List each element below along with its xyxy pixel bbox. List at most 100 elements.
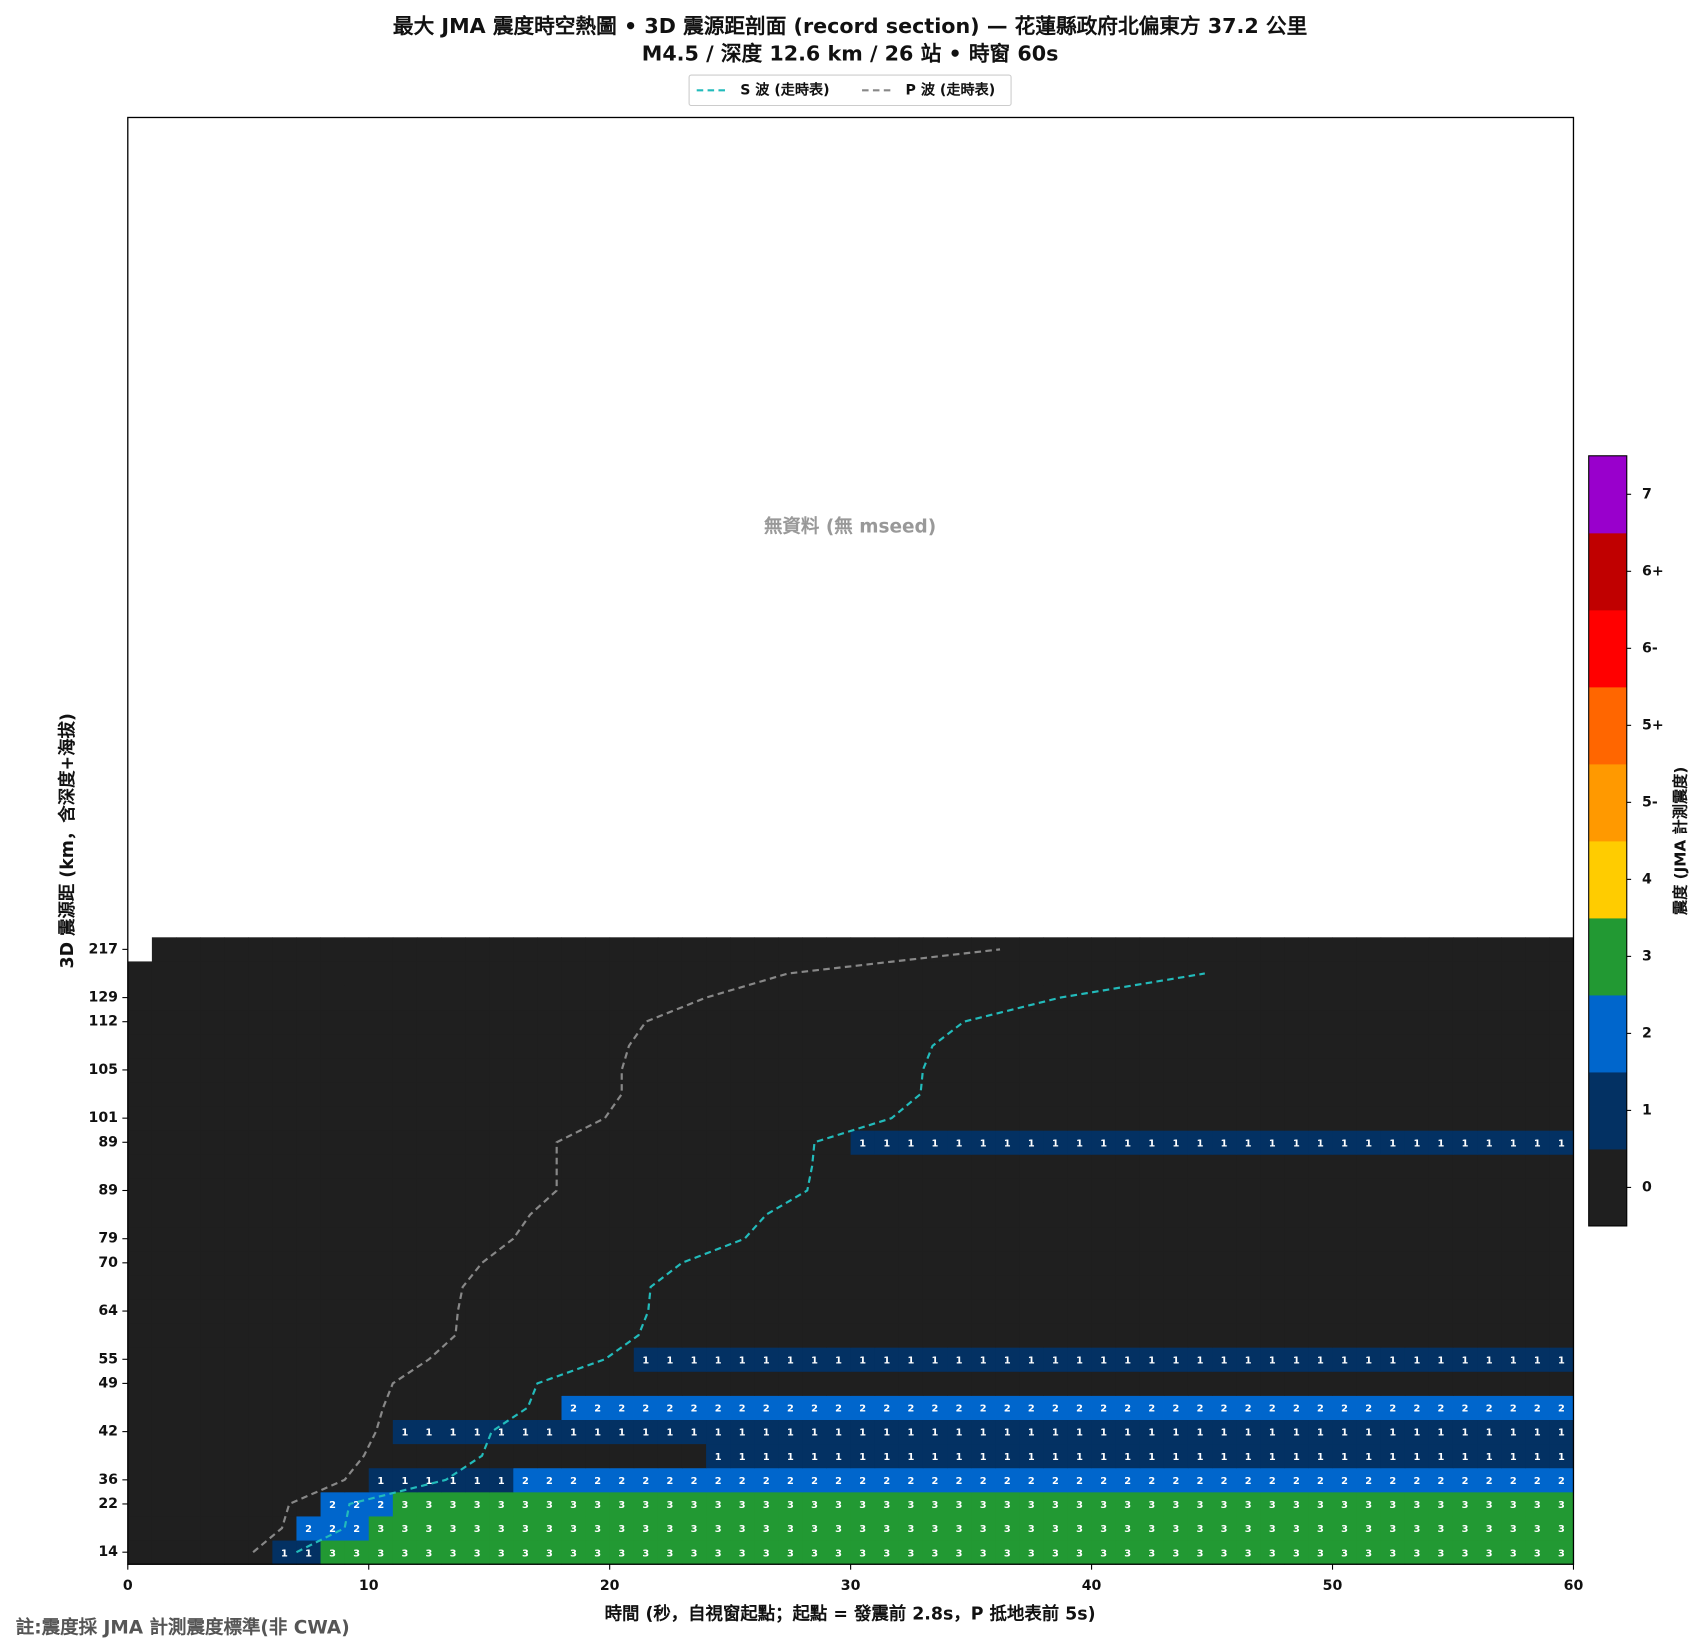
- heat-cell: [754, 1009, 779, 1035]
- heat-cell: [1332, 1371, 1358, 1396]
- cell-label: 3: [1510, 1500, 1517, 1511]
- heat-cell: [947, 1202, 972, 1228]
- heat-cell: [1308, 1033, 1333, 1059]
- heat-cell: [995, 1323, 1020, 1348]
- heat-cell: [344, 1202, 370, 1228]
- cell-label: 3: [1197, 1500, 1204, 1511]
- heat-cell: [224, 1540, 249, 1565]
- heat-cell: [368, 1033, 394, 1059]
- cell-label: 3: [1124, 1500, 1131, 1511]
- heat-cell: [1477, 1250, 1502, 1276]
- heat-cell: [296, 961, 321, 986]
- cell-label: 3: [450, 1524, 457, 1535]
- heat-cell: [441, 1395, 466, 1420]
- heat-cell: [489, 1033, 514, 1059]
- heat-cell: [585, 937, 611, 962]
- heat-cell: [1091, 1347, 1117, 1372]
- heat-cell: [1284, 1274, 1309, 1300]
- cell-label: 2: [1317, 1476, 1324, 1487]
- heat-cell: [1404, 1395, 1430, 1420]
- heat-cell: [850, 1323, 876, 1348]
- cell-label: 1: [691, 1428, 698, 1439]
- heat-cell: [995, 1033, 1020, 1059]
- heat-cell: [1067, 937, 1093, 962]
- heat-cell: [609, 1274, 635, 1300]
- cell-label: 2: [1558, 1404, 1565, 1415]
- heat-cell: [561, 1250, 587, 1276]
- heat-cell: [657, 1443, 683, 1469]
- cell-label: 1: [1124, 1138, 1131, 1149]
- heat-cell: [392, 937, 418, 962]
- cell-label: 1: [1486, 1138, 1493, 1149]
- cell-label: 1: [1076, 1452, 1083, 1463]
- heat-cell: [609, 1226, 635, 1252]
- heat-cell: [1091, 1371, 1117, 1396]
- heat-cell: [127, 1540, 153, 1565]
- heat-cell: [947, 1516, 972, 1541]
- heat-cell: [416, 1130, 442, 1155]
- heat-cell: [224, 937, 249, 962]
- heat-cell: [1549, 1178, 1574, 1203]
- heat-cell: [1428, 961, 1454, 986]
- heat-cell: [1163, 1033, 1189, 1059]
- heat-cell: [248, 1057, 273, 1083]
- cell-label: 3: [1148, 1524, 1155, 1535]
- heat-cell: [151, 1299, 177, 1324]
- heat-cell: [971, 1347, 996, 1372]
- heat-cell: [1019, 1516, 1044, 1541]
- heat-cell: [1163, 1516, 1189, 1541]
- heat-cell: [1501, 1202, 1526, 1228]
- heat-cell: [1428, 1033, 1454, 1059]
- heat-cell: [248, 1009, 273, 1035]
- heat-cell: [513, 937, 538, 962]
- heat-cell: [1308, 961, 1333, 986]
- cell-label: 1: [956, 1452, 963, 1463]
- heat-cell: [1163, 1250, 1189, 1276]
- heat-cell: [922, 1395, 948, 1420]
- heat-cell: [1187, 1491, 1213, 1517]
- heat-cell: [1212, 1202, 1237, 1228]
- heat-cell: [1356, 1274, 1382, 1300]
- heat-cell: [1091, 937, 1117, 962]
- x-axis-label: 時間 (秒，自視窗起點；起點 = 發震前 2.8s，P 抵地表前 5s): [605, 1603, 1096, 1624]
- heat-cell: [1428, 1178, 1454, 1203]
- heat-cell: [1284, 1419, 1309, 1445]
- heat-cell: [1067, 1443, 1093, 1469]
- heat-cell: [947, 1178, 972, 1203]
- heat-cell: [754, 1491, 779, 1517]
- heat-cell: [513, 1516, 538, 1541]
- heat-cell: [1163, 1009, 1189, 1035]
- heat-cell: [1019, 1226, 1044, 1252]
- heat-cell: [1187, 1226, 1213, 1252]
- heat-cell: [1284, 1178, 1309, 1203]
- heat-cell: [1380, 1274, 1406, 1300]
- heat-cell: [1091, 1130, 1117, 1155]
- heat-cell: [947, 1154, 972, 1179]
- heat-cell: [922, 1371, 948, 1396]
- heat-cell: [1115, 1540, 1141, 1565]
- heat-cell: [441, 1419, 466, 1445]
- heat-cell: [1428, 1419, 1454, 1445]
- heat-cell: [465, 985, 490, 1011]
- heat-cell: [995, 1202, 1020, 1228]
- heat-cell: [441, 1250, 466, 1276]
- heat-cell: [1163, 1323, 1189, 1348]
- heat-cell: [1380, 1443, 1406, 1469]
- heat-cell: [1428, 1081, 1454, 1107]
- heat-cell: [609, 1419, 635, 1445]
- heat-cell: [272, 1467, 297, 1493]
- heat-cell: [296, 1081, 321, 1107]
- cell-label: 1: [980, 1452, 987, 1463]
- heat-cell: [1549, 1154, 1574, 1179]
- heat-cell: [874, 1371, 900, 1396]
- cell-label: 2: [570, 1404, 577, 1415]
- heat-cell: [320, 1323, 346, 1348]
- heat-cell: [441, 985, 466, 1011]
- cell-label: 1: [1365, 1138, 1372, 1149]
- legend-box: [688, 74, 1012, 107]
- heat-cell: [513, 1443, 538, 1469]
- heat-cell: [778, 1371, 803, 1396]
- heat-cell: [1043, 1299, 1068, 1324]
- heat-cell: [489, 985, 514, 1011]
- heat-cell: [1236, 1226, 1261, 1252]
